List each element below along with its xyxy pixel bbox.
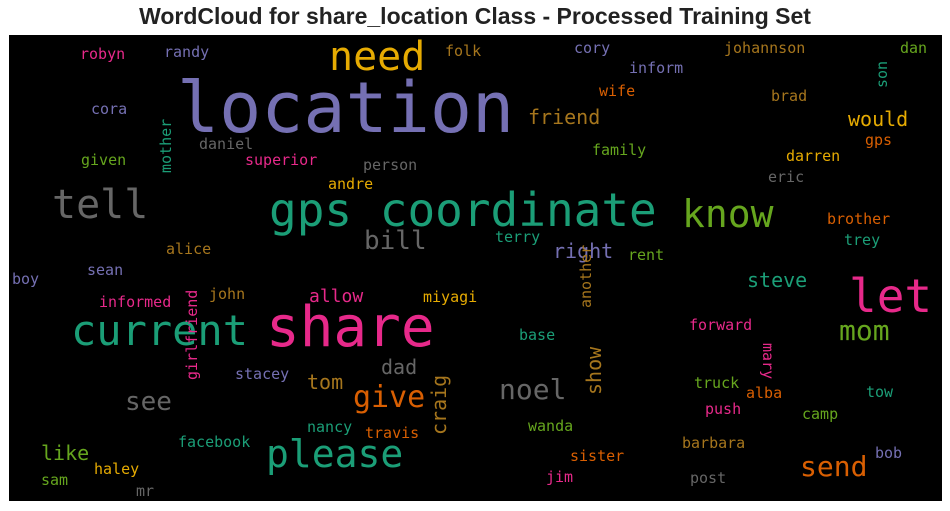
word-jim: jim — [546, 468, 574, 486]
word-dad: dad — [381, 355, 418, 379]
word-tom: tom — [307, 370, 344, 394]
word-would: would — [848, 107, 909, 131]
word-boy: boy — [12, 270, 40, 288]
word-please: please — [266, 432, 404, 476]
word-haley: haley — [94, 460, 140, 478]
word-mother-wrap: mother — [157, 119, 177, 228]
word-john: john — [209, 285, 246, 303]
word-rent: rent — [628, 246, 665, 264]
word-steve: steve — [747, 268, 808, 292]
word-cora: cora — [91, 100, 128, 118]
word-allow: allow — [309, 286, 364, 307]
word-post: post — [690, 469, 727, 487]
word-tow: tow — [866, 383, 894, 401]
word-camp: camp — [802, 405, 839, 423]
word-sam: sam — [41, 471, 69, 489]
word-daniel: daniel — [199, 135, 254, 153]
word-show: show — [582, 346, 606, 395]
word-given: given — [81, 151, 127, 169]
word-like: like — [41, 441, 90, 465]
word-darren: darren — [786, 147, 841, 165]
word-sister: sister — [570, 447, 625, 465]
word-base: base — [519, 326, 556, 344]
word-craig: craig — [427, 374, 451, 435]
word-another: another — [577, 244, 595, 308]
word-send: send — [800, 450, 868, 483]
word-family: family — [592, 141, 647, 159]
word-let: let — [849, 269, 933, 323]
word-terry: terry — [495, 228, 541, 246]
word-location: location — [177, 67, 515, 149]
word-superior: superior — [245, 151, 318, 169]
word-gps-coordinate: gps coordinate — [269, 183, 657, 237]
word-know: know — [682, 192, 774, 236]
word-girlfriend: girlfriend — [183, 289, 201, 380]
chart-title: WordCloud for share_location Class - Pro… — [139, 3, 811, 29]
wordcloud-canvas: location gps coordinate share current te… — [9, 35, 942, 501]
word-informed: informed — [99, 293, 172, 311]
word-brad: brad — [771, 87, 808, 105]
word-cory: cory — [574, 39, 611, 57]
word-barbara: barbara — [682, 434, 746, 452]
word-trey: trey — [844, 231, 881, 249]
word-brother: brother — [827, 210, 891, 228]
word-mother: mother — [157, 118, 175, 173]
word-bob: bob — [875, 444, 903, 462]
word-robyn: robyn — [80, 45, 126, 63]
word-tell: tell — [52, 182, 149, 228]
word-mary: mary — [759, 343, 778, 380]
word-eric: eric — [768, 168, 805, 186]
word-person: person — [363, 156, 418, 174]
word-show-wrap: show — [582, 347, 608, 427]
word-forward: forward — [689, 316, 753, 334]
word-sean: sean — [87, 261, 124, 279]
word-inform: inform — [629, 59, 684, 77]
word-stacey: stacey — [235, 365, 290, 383]
word-truck: truck — [694, 374, 740, 392]
word-wanda: wanda — [528, 417, 574, 435]
word-share: share — [266, 295, 435, 360]
word-nancy: nancy — [307, 418, 353, 436]
word-noel: noel — [499, 373, 567, 406]
word-wife: wife — [599, 82, 636, 100]
word-andre: andre — [328, 175, 374, 193]
word-right: right — [553, 239, 614, 263]
word-see: see — [125, 387, 172, 417]
word-friend: friend — [528, 105, 601, 129]
word-son: son — [873, 60, 891, 88]
word-son-wrap: son — [873, 61, 893, 109]
word-alba: alba — [746, 384, 783, 402]
word-dan: dan — [900, 39, 928, 57]
word-randy: randy — [164, 43, 210, 61]
word-alice: alice — [166, 240, 212, 258]
word-johannson: johannson — [724, 39, 806, 57]
word-mr: mr — [136, 482, 155, 500]
word-give: give — [353, 380, 426, 415]
word-need: need — [329, 35, 426, 80]
word-facebook: facebook — [178, 433, 251, 451]
word-push: push — [705, 400, 742, 418]
word-miyagi: miyagi — [423, 288, 478, 306]
word-gps: gps — [865, 131, 893, 149]
word-folk: folk — [445, 42, 482, 60]
word-craig-wrap: craig — [427, 375, 453, 481]
word-mom: mom — [839, 314, 890, 347]
word-mary-wrap: mary — [739, 343, 777, 389]
word-girlfriend-wrap: girlfriend — [183, 290, 203, 461]
word-current: current — [71, 306, 249, 355]
word-bill: bill — [364, 226, 427, 256]
word-travis: travis — [365, 424, 420, 442]
